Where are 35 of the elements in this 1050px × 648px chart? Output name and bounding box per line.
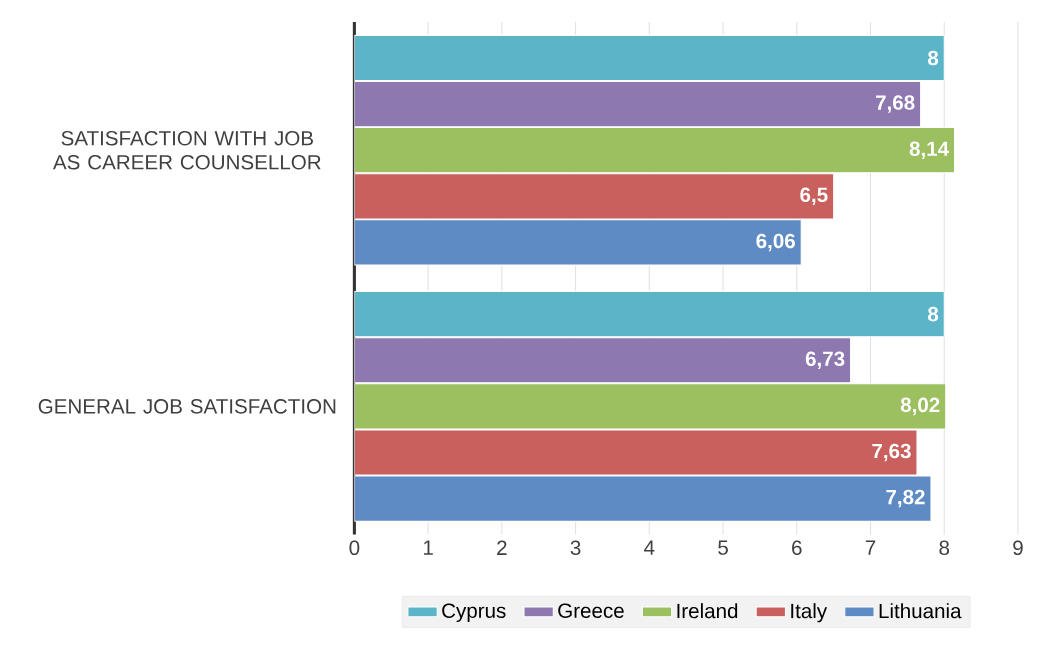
- x-tick-label: 8: [939, 540, 950, 555]
- x-tick-label: 9: [1013, 540, 1023, 555]
- data-label: 7,82: [886, 489, 925, 508]
- bar: [354, 126, 956, 174]
- data-label: 7,68: [876, 95, 915, 113]
- data-label: 8: [927, 306, 939, 322]
- bar: [354, 80, 922, 128]
- data-label: 6,73: [805, 351, 845, 369]
- x-tick-label: 6: [792, 540, 802, 555]
- legend-label: Greece: [558, 603, 624, 618]
- data-label: 7,63: [872, 443, 911, 462]
- bar: [354, 173, 835, 220]
- x-tick-label: 4: [644, 540, 655, 555]
- x-tick-label: 0: [349, 540, 360, 555]
- legend-label: Ireland: [677, 602, 738, 619]
- data-label: 6,5: [800, 187, 828, 205]
- y-tick-label: GENERAL JOB SATISFACTION: [38, 398, 336, 414]
- y-tick-label: SATISFACTION WITH JOB AS CAREER COUNSELLOR: [52, 130, 321, 170]
- bar: [354, 475, 932, 522]
- bar: [354, 429, 918, 476]
- bar: [354, 336, 852, 384]
- x-tick-label: 7: [865, 540, 876, 555]
- data-label: 6,06: [756, 233, 795, 251]
- bar: [354, 219, 802, 266]
- x-tick-label: 1: [423, 540, 433, 555]
- data-label: 8,02: [900, 397, 940, 415]
- x-tick-label: 5: [718, 540, 728, 555]
- legend-label: Lithuania: [879, 602, 962, 619]
- data-label: 8: [927, 50, 939, 66]
- data-label: 8,14: [909, 141, 949, 159]
- x-tick-label: 2: [497, 540, 507, 555]
- legend-label: Cyprus: [442, 603, 506, 622]
- x-tick-label: 3: [570, 540, 581, 555]
- legend-label: Italy: [791, 602, 828, 623]
- bar: [354, 383, 947, 430]
